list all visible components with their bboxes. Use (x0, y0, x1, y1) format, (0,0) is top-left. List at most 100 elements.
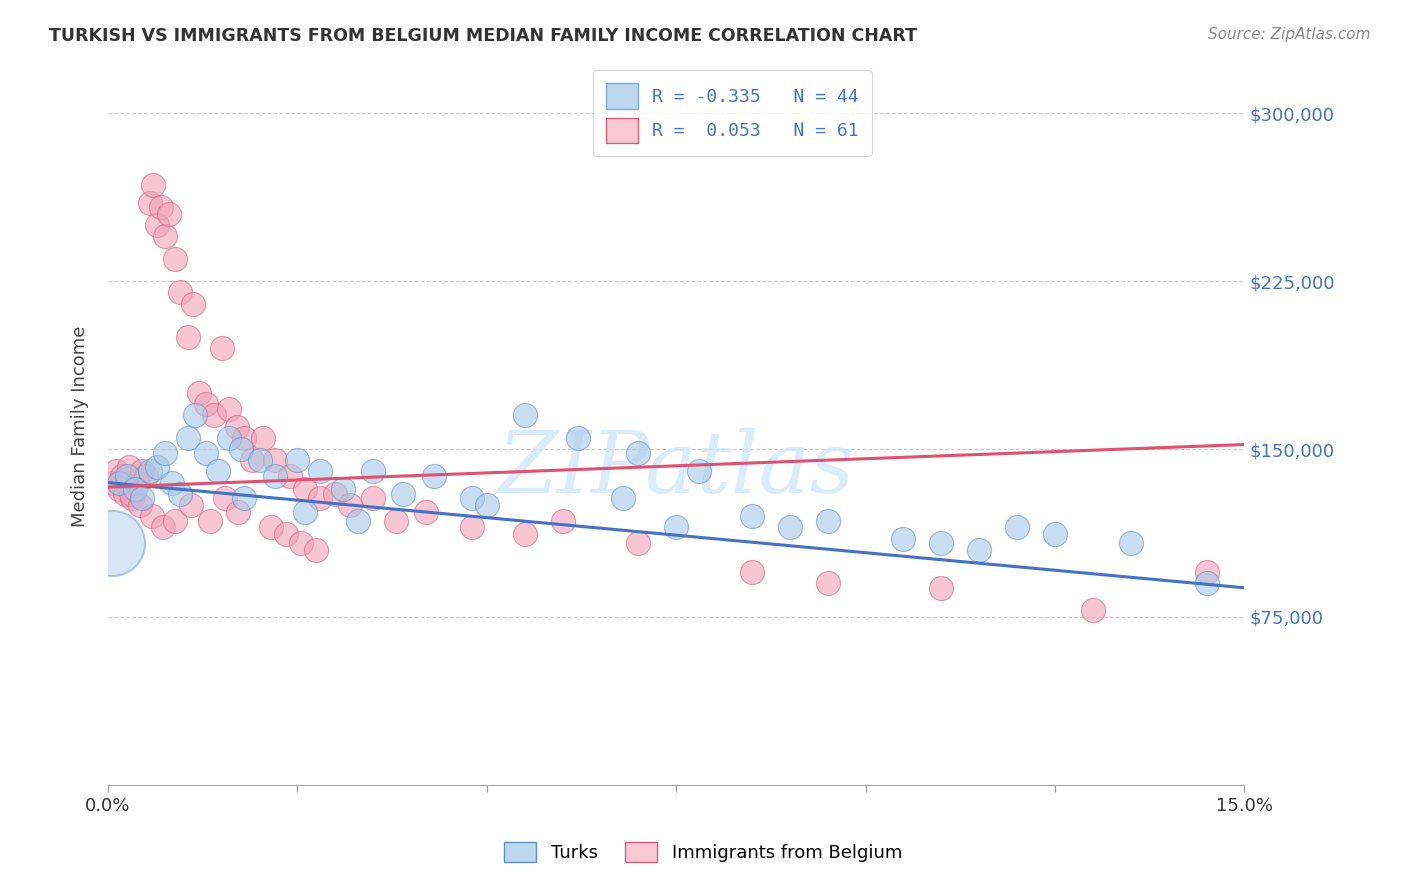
Point (1119, 536, 1142, 550)
Point (309, 464, 332, 478)
Point (153, 446, 176, 460)
Text: ZIPatlas: ZIPatlas (498, 428, 855, 511)
Point (1043, 527, 1066, 541)
Point (124, 483, 146, 497)
Point (290, 536, 312, 550)
Point (309, 491, 332, 506)
Point (131, 464, 153, 478)
Point (240, 453, 263, 467)
Point (361, 464, 384, 478)
Point (475, 498, 498, 512)
Point (305, 542, 328, 557)
Point (294, 505, 316, 519)
Point (111, 468, 134, 483)
Point (339, 498, 361, 512)
Point (233, 491, 256, 506)
Point (202, 409, 225, 423)
Point (323, 487, 346, 501)
Text: Source: ZipAtlas.com: Source: ZipAtlas.com (1208, 27, 1371, 42)
Point (385, 514, 408, 528)
Point (229, 442, 252, 456)
Point (627, 446, 650, 460)
Point (101, 475, 124, 490)
Point (392, 487, 415, 501)
Point (263, 468, 285, 483)
Point (101, 536, 124, 550)
Point (551, 514, 574, 528)
Point (627, 536, 650, 550)
Point (207, 464, 229, 478)
Point (260, 520, 283, 534)
Point (125, 475, 148, 490)
Point (225, 419, 247, 434)
Point (893, 532, 915, 546)
Text: TURKISH VS IMMIGRANTS FROM BELGIUM MEDIAN FAMILY INCOME CORRELATION CHART: TURKISH VS IMMIGRANTS FROM BELGIUM MEDIA… (49, 27, 917, 45)
Point (741, 509, 763, 524)
Point (195, 397, 218, 411)
Point (779, 520, 801, 534)
Point (287, 453, 309, 467)
Point (263, 453, 285, 467)
Point (176, 431, 198, 445)
Point (817, 576, 839, 591)
Point (135, 468, 157, 483)
Point (1195, 565, 1218, 579)
Point (1195, 576, 1218, 591)
Point (187, 386, 209, 401)
Point (665, 520, 688, 534)
Point (1081, 603, 1104, 617)
Point (150, 200, 173, 214)
Point (460, 520, 482, 534)
Y-axis label: Median Family Income: Median Family Income (72, 326, 89, 527)
Point (115, 468, 138, 483)
Point (460, 491, 482, 506)
Point (163, 252, 186, 266)
Point (200, 514, 222, 528)
Point (233, 431, 256, 445)
Point (688, 464, 710, 478)
Point (121, 491, 143, 506)
Point (181, 296, 204, 310)
Point (612, 491, 634, 506)
Point (931, 581, 953, 595)
Point (157, 207, 180, 221)
Point (146, 218, 169, 232)
Point (252, 431, 274, 445)
Point (128, 498, 150, 512)
Point (195, 446, 218, 460)
Point (142, 178, 165, 192)
Point (141, 509, 163, 524)
Point (184, 409, 207, 423)
Point (180, 498, 202, 512)
Point (138, 195, 160, 210)
Point (817, 514, 839, 528)
Legend: R = -0.335   N = 44, R =  0.053   N = 61: R = -0.335 N = 44, R = 0.053 N = 61 (593, 70, 872, 156)
Point (218, 401, 240, 416)
Point (294, 483, 316, 497)
Point (176, 330, 198, 344)
Point (423, 468, 446, 483)
Point (108, 475, 131, 490)
Point (120, 487, 142, 501)
Point (131, 491, 153, 506)
Point (332, 483, 354, 497)
Point (104, 464, 127, 478)
Point (347, 514, 370, 528)
Point (513, 527, 536, 541)
Point (163, 514, 186, 528)
Point (567, 431, 589, 445)
Point (274, 527, 297, 541)
Point (118, 459, 141, 474)
Point (153, 229, 176, 244)
Point (1005, 520, 1028, 534)
Point (108, 483, 131, 497)
Point (249, 453, 271, 467)
Point (146, 459, 169, 474)
Point (741, 565, 763, 579)
Point (214, 491, 236, 506)
Point (211, 341, 233, 355)
Point (967, 542, 990, 557)
Legend: Turks, Immigrants from Belgium: Turks, Immigrants from Belgium (496, 834, 910, 870)
Point (415, 505, 437, 519)
Point (138, 464, 160, 478)
